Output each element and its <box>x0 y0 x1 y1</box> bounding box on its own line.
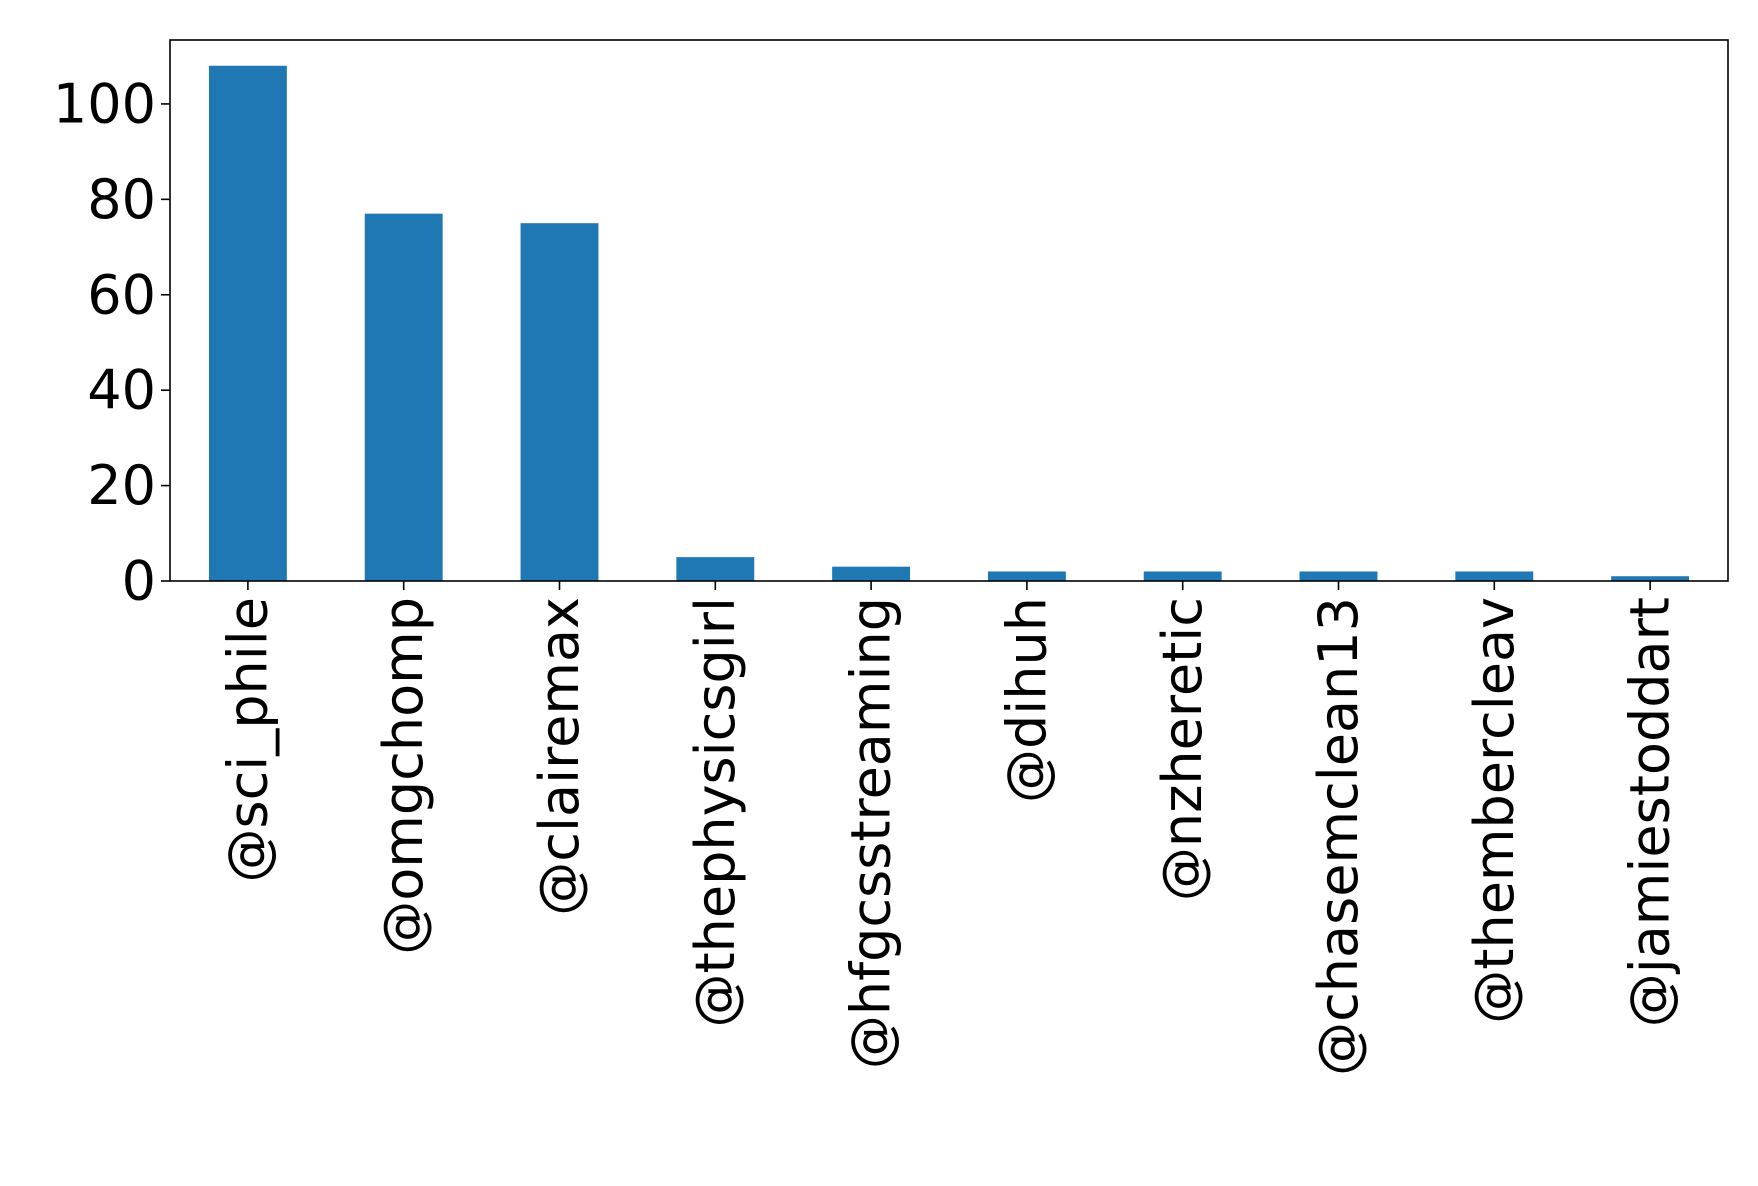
bar <box>520 223 599 581</box>
y-tick-label: 60 <box>87 263 156 326</box>
y-tick-label: 20 <box>87 454 156 517</box>
x-tick-label: @hfgcsstreaming <box>840 597 903 1069</box>
x-tick-label: @nzheretic <box>1151 597 1214 901</box>
plot-frame <box>169 39 1729 582</box>
bar <box>987 571 1066 581</box>
bar <box>676 557 755 581</box>
bar <box>364 213 443 581</box>
y-tick-label: 0 <box>122 550 156 613</box>
y-tick-label: 40 <box>87 359 156 422</box>
y-tick-label: 100 <box>53 72 156 135</box>
bar <box>1143 571 1222 581</box>
bar <box>1299 571 1378 581</box>
bar <box>208 65 287 581</box>
bar <box>832 566 911 581</box>
bars-layer <box>208 65 1690 581</box>
x-tick-label: @chasemclean13 <box>1307 597 1370 1076</box>
x-tick-label: @omgchomp <box>372 597 435 955</box>
x-tick-label: @thephysicsgirl <box>684 597 747 1028</box>
y-axis: 0 20 40 60 80 100 <box>53 72 170 613</box>
x-axis: @sci_phile @omgchomp @clairemax @thephysics… <box>216 581 1682 1076</box>
y-tick-label: 80 <box>87 168 156 231</box>
x-tick-label: @clairemax <box>528 597 591 916</box>
x-tick-label: @jamiestoddart <box>1619 597 1682 1027</box>
x-tick-label: @dihuh <box>995 597 1058 803</box>
bar <box>1611 576 1690 581</box>
bar <box>1455 571 1534 581</box>
x-tick-label: @sci_phile <box>216 597 279 883</box>
x-tick-label: @thembercleav <box>1463 597 1526 1024</box>
